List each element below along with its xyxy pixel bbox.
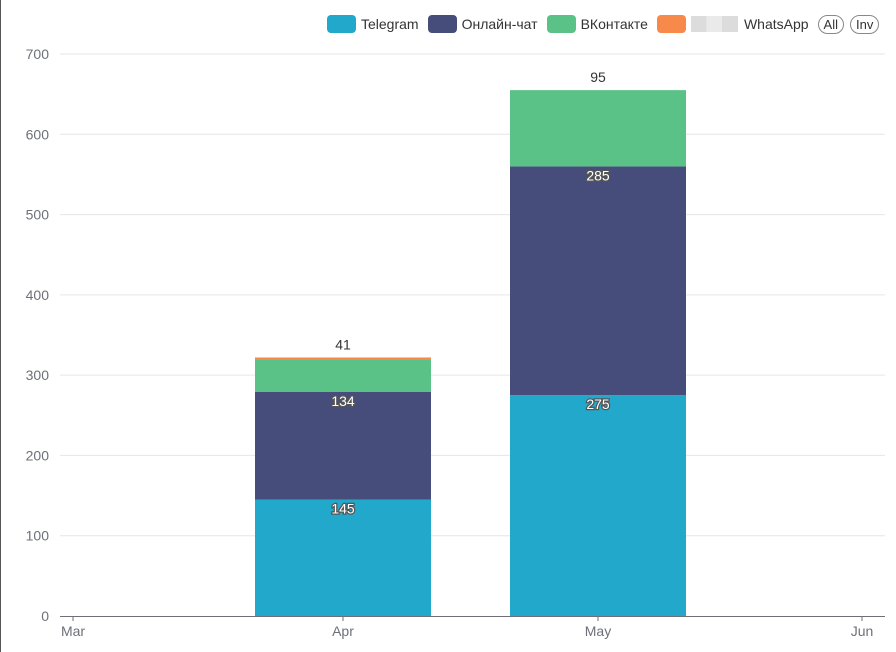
legend-all-button[interactable]: All: [817, 14, 844, 34]
data-label: 145: [331, 501, 355, 517]
y-tick-label: 600: [26, 126, 50, 142]
legend-label-telegram: Telegram: [361, 16, 419, 32]
legend-label-whatsapp: WhatsApp: [743, 16, 809, 32]
data-label: 134: [331, 393, 355, 409]
legend-item-vkontakte[interactable]: ВКонтакте: [546, 15, 657, 33]
bar-segment: [510, 395, 686, 616]
window-left-border: [0, 0, 1, 652]
x-tick-label: Mar: [61, 623, 85, 639]
legend-swatch-telegram: [327, 15, 356, 33]
y-tick-label: 700: [26, 46, 50, 62]
legend-item-redacted[interactable]: [656, 15, 744, 33]
legend-swatch-online-chat: [427, 15, 457, 33]
bar-segment: [510, 90, 686, 167]
chart-legend: Telegram Онлайн-чат ВКонтакте WhatsApp A…: [327, 13, 885, 35]
x-tick-label: Jun: [851, 623, 874, 639]
legend-item-telegram[interactable]: Telegram: [327, 15, 428, 33]
legend-label-online-chat: Онлайн-чат: [461, 16, 538, 32]
y-tick-label: 200: [26, 447, 50, 463]
data-label: 285: [586, 167, 610, 183]
y-tick-label: 0: [41, 608, 49, 624]
data-label: 41: [335, 336, 351, 352]
y-tick-label: 400: [26, 287, 50, 303]
redacted-label: [690, 16, 738, 32]
y-tick-label: 100: [26, 528, 50, 544]
data-label: 95: [590, 69, 606, 85]
legend-label-vkontakte: ВКонтакте: [580, 16, 648, 32]
legend-swatch-orange: [656, 15, 686, 33]
legend-inverse-button[interactable]: Inv: [850, 14, 880, 34]
bar-segment: [255, 499, 431, 616]
x-tick-label: May: [585, 623, 611, 639]
bar-segment: [510, 166, 686, 396]
y-tick-label: 300: [26, 367, 50, 383]
data-label: 275: [586, 396, 610, 412]
bar-segment: [255, 392, 431, 500]
legend-swatch-vkontakte: [546, 15, 576, 33]
bar-segment: [255, 357, 431, 360]
x-tick-label: Apr: [332, 623, 354, 639]
y-tick-label: 500: [26, 207, 50, 223]
legend-item-whatsapp[interactable]: WhatsApp: [744, 16, 818, 32]
bar-segment: [255, 359, 431, 393]
legend-item-online-chat[interactable]: Онлайн-чат: [427, 15, 547, 33]
